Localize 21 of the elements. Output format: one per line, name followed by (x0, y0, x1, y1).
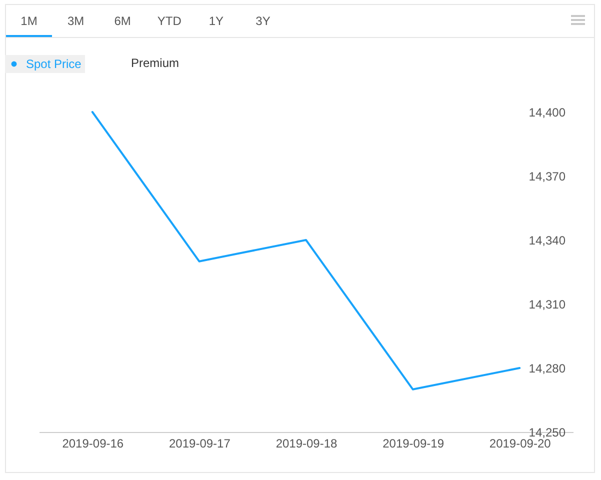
line-series (91, 111, 521, 390)
x-tick-label: 2019-09-18 (276, 436, 338, 450)
x-tick-label: 2019-09-19 (382, 436, 444, 450)
range-tab[interactable]: YTD (146, 5, 192, 37)
x-tick-label: 2019-09-17 (169, 436, 231, 450)
range-tab[interactable]: 1M (6, 5, 52, 37)
y-tick-label: 14,340 (528, 234, 566, 248)
y-tick-label: 14,400 (528, 106, 566, 120)
y-tick-label: 14,310 (528, 298, 566, 312)
legend-label: Spot Price (26, 57, 82, 71)
range-tab[interactable]: 1Y (193, 5, 240, 37)
range-tab[interactable]: 6M (100, 5, 146, 37)
range-tab[interactable]: 3Y (240, 5, 286, 37)
range-tab[interactable]: 3M (52, 5, 99, 37)
x-tick-label: 2019-09-16 (62, 436, 124, 450)
x-tick-label: 2019-09-20 (489, 436, 552, 450)
legend-toggle[interactable]: Premium (131, 56, 180, 70)
menu-icon[interactable] (571, 15, 585, 25)
y-tick-label: 14,250 (528, 426, 566, 440)
y-tick-label: 14,370 (528, 170, 566, 184)
y-tick-label: 14,280 (528, 362, 566, 376)
